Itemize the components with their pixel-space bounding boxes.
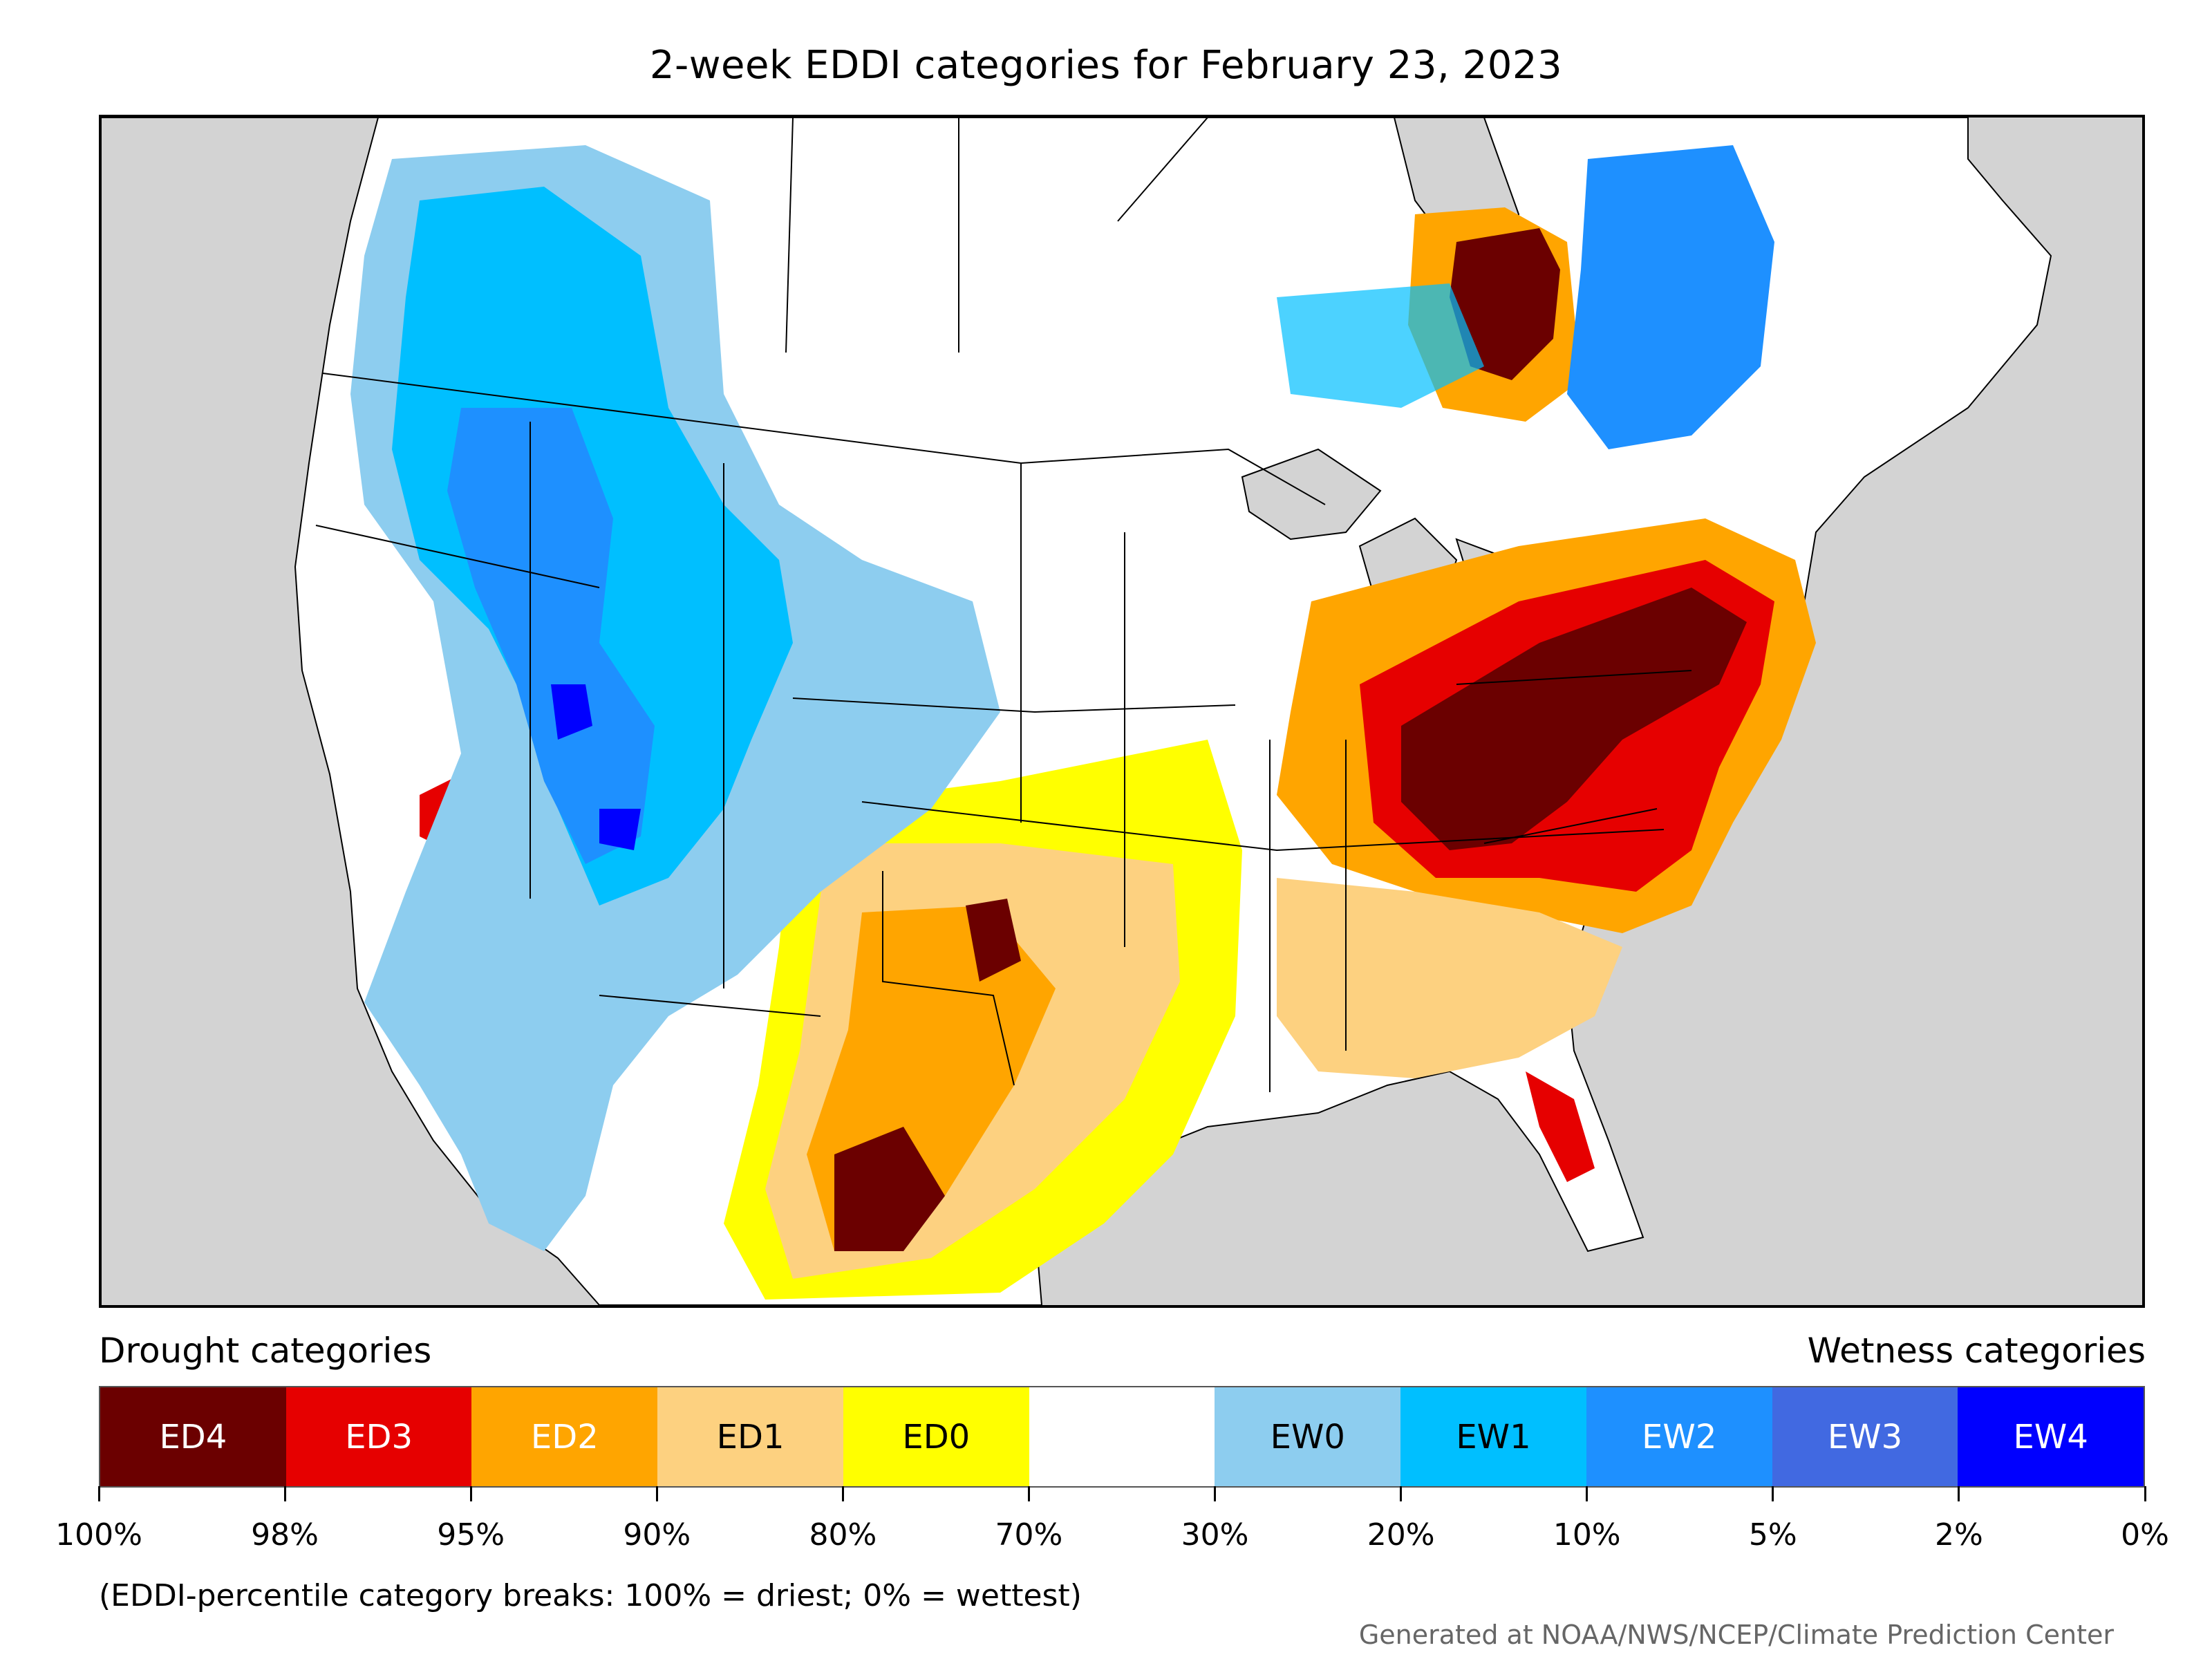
legend-tick-label: 95%	[437, 1517, 505, 1553]
legend-swatch-ed4: ED4	[100, 1387, 286, 1486]
map-title: 2-week EDDI categories for February 23, …	[649, 43, 1563, 88]
legend-swatch-ed0: ED0	[843, 1387, 1029, 1486]
legend-swatch-ew3: EW3	[1772, 1387, 1958, 1486]
legend-swatch-ed1: ED1	[657, 1387, 843, 1486]
legend-swatch-ew0: EW0	[1215, 1387, 1401, 1486]
map-canvas	[102, 118, 2052, 1305]
drought-categories-heading: Drought categories	[99, 1331, 432, 1371]
ed4-quebec	[1450, 228, 1560, 380]
ed3-florida	[1526, 1071, 1595, 1182]
legend-swatch-normal	[1029, 1387, 1215, 1486]
legend-tick-label: 100%	[55, 1517, 142, 1553]
eddi-map	[99, 115, 2145, 1308]
legend-swatch-ew1: EW1	[1400, 1387, 1586, 1486]
ew2-west	[447, 408, 655, 864]
color-legend: ED4 ED3 ED2 ED1 ED0 EW0 EW1 EW2 EW3 EW4	[99, 1386, 2145, 1488]
legend-tick	[2144, 1486, 2146, 1501]
legend-tick	[841, 1486, 844, 1501]
legend-tick-label: 20%	[1367, 1517, 1435, 1553]
legend-swatch-ed2: ED2	[471, 1387, 658, 1486]
ed4-east	[1401, 588, 1747, 850]
legend-tick-label: 5%	[1748, 1517, 1797, 1553]
credit-line: Generated at NOAA/NWS/NCEP/Climate Predi…	[1358, 1620, 2114, 1650]
legend-tick-label: 98%	[251, 1517, 319, 1553]
legend-tick-label: 90%	[623, 1517, 691, 1553]
legend-tick-label: 80%	[809, 1517, 877, 1553]
legend-tick-label: 2%	[1935, 1517, 1983, 1553]
ew4-utah	[551, 684, 641, 850]
legend-tick-label: 0%	[2121, 1517, 2169, 1553]
legend-swatch-ed3: ED3	[285, 1387, 472, 1486]
legend-swatch-ew2: EW2	[1586, 1387, 1772, 1486]
wetness-categories-heading: Wetness categories	[1807, 1331, 2146, 1371]
legend-tick	[1027, 1486, 1030, 1501]
ew1-canada	[1277, 283, 1484, 408]
legend-tick-label: 10%	[1553, 1517, 1621, 1553]
legend-tick-label: 70%	[995, 1517, 1063, 1553]
legend-tick	[1400, 1486, 1403, 1501]
ed4-texas	[834, 899, 1021, 1251]
legend-tick	[655, 1486, 658, 1501]
legend-tick	[1772, 1486, 1774, 1501]
legend-tick	[1958, 1486, 1960, 1501]
legend-tick-label: 30%	[1181, 1517, 1249, 1553]
legend-ticks	[97, 1486, 2146, 1507]
legend-tick	[1214, 1486, 1217, 1501]
legend-tick	[283, 1486, 286, 1501]
legend-tick	[97, 1486, 100, 1501]
legend-swatch-ew4: EW4	[1958, 1387, 2144, 1486]
legend-tick	[1586, 1486, 1588, 1501]
borders	[315, 118, 1692, 1092]
category-note: (EDDI-percentile category breaks: 100% =…	[99, 1578, 1082, 1613]
ew2-quebec	[1567, 145, 1774, 449]
legend-tick	[469, 1486, 472, 1501]
ed1-southeast	[1277, 878, 1622, 1078]
